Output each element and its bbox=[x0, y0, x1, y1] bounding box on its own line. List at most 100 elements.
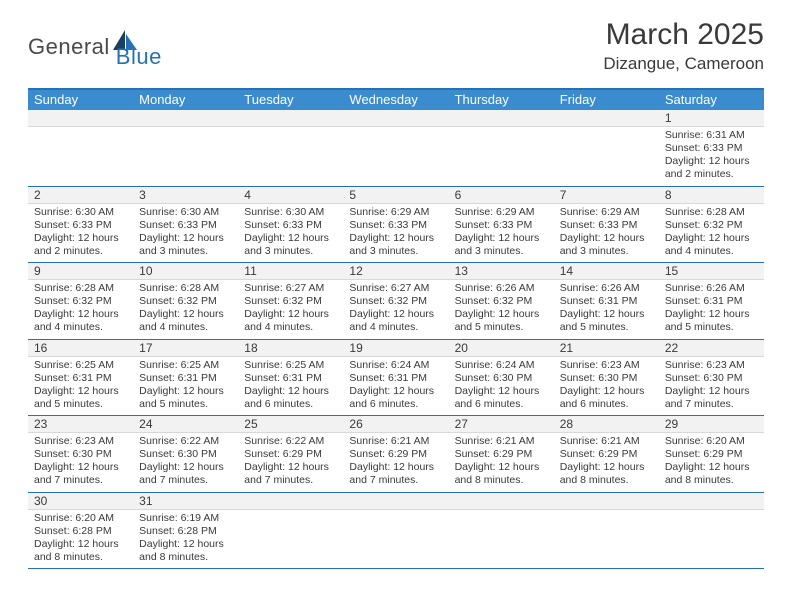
day-data: Sunrise: 6:27 AMSunset: 6:32 PMDaylight:… bbox=[238, 280, 343, 339]
day-data: Sunrise: 6:26 AMSunset: 6:31 PMDaylight:… bbox=[659, 280, 764, 339]
day-cell-num bbox=[449, 493, 554, 509]
logo-text-blue: Blue bbox=[116, 44, 162, 70]
sunrise-text: Sunrise: 6:20 AM bbox=[34, 512, 127, 525]
day-number: 25 bbox=[238, 416, 343, 432]
daylight-text: Daylight: 12 hours and 5 minutes. bbox=[139, 385, 232, 411]
sunrise-text: Sunrise: 6:29 AM bbox=[560, 206, 653, 219]
day-data: Sunrise: 6:26 AMSunset: 6:31 PMDaylight:… bbox=[554, 280, 659, 339]
daylight-text: Daylight: 12 hours and 3 minutes. bbox=[560, 232, 653, 258]
day-number: 31 bbox=[133, 493, 238, 509]
day-cell-data bbox=[449, 510, 554, 569]
day-cell-data: Sunrise: 6:31 AMSunset: 6:33 PMDaylight:… bbox=[659, 127, 764, 186]
day-number bbox=[659, 493, 764, 509]
day-number: 9 bbox=[28, 263, 133, 279]
day-number: 26 bbox=[343, 416, 448, 432]
day-cell-num bbox=[238, 493, 343, 509]
day-number: 19 bbox=[343, 340, 448, 356]
day-number bbox=[449, 493, 554, 509]
day-cell-num bbox=[554, 110, 659, 126]
sunrise-text: Sunrise: 6:22 AM bbox=[139, 435, 232, 448]
daylight-text: Daylight: 12 hours and 7 minutes. bbox=[665, 385, 758, 411]
day-cell-data bbox=[133, 127, 238, 186]
day-cell-num: 24 bbox=[133, 416, 238, 432]
dow-thursday: Thursday bbox=[449, 90, 554, 110]
day-data: Sunrise: 6:27 AMSunset: 6:32 PMDaylight:… bbox=[343, 280, 448, 339]
sunrise-text: Sunrise: 6:23 AM bbox=[34, 435, 127, 448]
day-cell-data bbox=[238, 127, 343, 186]
sunrise-text: Sunrise: 6:25 AM bbox=[139, 359, 232, 372]
daylight-text: Daylight: 12 hours and 2 minutes. bbox=[34, 232, 127, 258]
month-title: March 2025 bbox=[603, 18, 764, 52]
day-cell-data: Sunrise: 6:19 AMSunset: 6:28 PMDaylight:… bbox=[133, 510, 238, 569]
day-number bbox=[133, 110, 238, 126]
sunset-text: Sunset: 6:32 PM bbox=[665, 219, 758, 232]
day-cell-num bbox=[343, 110, 448, 126]
sunset-text: Sunset: 6:33 PM bbox=[560, 219, 653, 232]
day-cell-num: 30 bbox=[28, 493, 133, 509]
day-cell-data: Sunrise: 6:29 AMSunset: 6:33 PMDaylight:… bbox=[554, 204, 659, 263]
sunrise-text: Sunrise: 6:24 AM bbox=[349, 359, 442, 372]
daylight-text: Daylight: 12 hours and 5 minutes. bbox=[665, 308, 758, 334]
day-cell-num bbox=[28, 110, 133, 126]
day-cell-num bbox=[449, 110, 554, 126]
day-cell-data bbox=[659, 510, 764, 569]
sunrise-text: Sunrise: 6:28 AM bbox=[139, 282, 232, 295]
daylight-text: Daylight: 12 hours and 3 minutes. bbox=[349, 232, 442, 258]
page-header: General Blue March 2025 Dizangue, Camero… bbox=[0, 0, 792, 82]
day-cell-num: 15 bbox=[659, 263, 764, 279]
day-number bbox=[343, 110, 448, 126]
day-number bbox=[554, 110, 659, 126]
sunrise-text: Sunrise: 6:31 AM bbox=[665, 129, 758, 142]
week-3-data: Sunrise: 6:25 AM Sunset: 6:31 PM Daylight:… bbox=[28, 357, 764, 417]
day-cell-num: 1 bbox=[659, 110, 764, 126]
daylight-text: Daylight: 12 hours and 6 minutes. bbox=[560, 385, 653, 411]
day-number: 7 bbox=[554, 187, 659, 203]
day-cell-num: 16 bbox=[28, 340, 133, 356]
sunset-text: Sunset: 6:29 PM bbox=[455, 448, 548, 461]
sunset-text: Sunset: 6:33 PM bbox=[665, 142, 758, 155]
day-cell-data: Sunrise: 6:26 AMSunset: 6:31 PMDaylight:… bbox=[659, 280, 764, 339]
day-number bbox=[554, 493, 659, 509]
day-cell-data: Sunrise: 6:21 AMSunset: 6:29 PMDaylight:… bbox=[554, 433, 659, 492]
dow-friday: Friday bbox=[554, 90, 659, 110]
day-number: 28 bbox=[554, 416, 659, 432]
day-data: Sunrise: 6:23 AMSunset: 6:30 PMDaylight:… bbox=[659, 357, 764, 416]
sunset-text: Sunset: 6:29 PM bbox=[244, 448, 337, 461]
day-data: Sunrise: 6:22 AMSunset: 6:30 PMDaylight:… bbox=[133, 433, 238, 492]
title-block: March 2025 Dizangue, Cameroon bbox=[603, 18, 764, 74]
day-cell-data: Sunrise: 6:25 AMSunset: 6:31 PMDaylight:… bbox=[28, 357, 133, 416]
day-cell-data: Sunrise: 6:26 AMSunset: 6:32 PMDaylight:… bbox=[449, 280, 554, 339]
sunrise-text: Sunrise: 6:21 AM bbox=[560, 435, 653, 448]
sunset-text: Sunset: 6:33 PM bbox=[455, 219, 548, 232]
day-cell-data bbox=[343, 127, 448, 186]
sunset-text: Sunset: 6:32 PM bbox=[349, 295, 442, 308]
day-cell-num: 22 bbox=[659, 340, 764, 356]
day-number: 3 bbox=[133, 187, 238, 203]
day-cell-data: Sunrise: 6:21 AMSunset: 6:29 PMDaylight:… bbox=[449, 433, 554, 492]
sunrise-text: Sunrise: 6:29 AM bbox=[455, 206, 548, 219]
day-cell-data bbox=[238, 510, 343, 569]
day-number: 16 bbox=[28, 340, 133, 356]
dow-wednesday: Wednesday bbox=[343, 90, 448, 110]
daylight-text: Daylight: 12 hours and 8 minutes. bbox=[560, 461, 653, 487]
day-cell-data: Sunrise: 6:24 AMSunset: 6:31 PMDaylight:… bbox=[343, 357, 448, 416]
day-data: Sunrise: 6:22 AMSunset: 6:29 PMDaylight:… bbox=[238, 433, 343, 492]
day-number bbox=[343, 493, 448, 509]
week-2-data: Sunrise: 6:28 AM Sunset: 6:32 PM Daylight:… bbox=[28, 280, 764, 340]
day-number: 13 bbox=[449, 263, 554, 279]
day-data: Sunrise: 6:20 AMSunset: 6:28 PMDaylight:… bbox=[28, 510, 133, 569]
day-number: 23 bbox=[28, 416, 133, 432]
day-cell-num: 21 bbox=[554, 340, 659, 356]
day-cell-data: Sunrise: 6:30 AMSunset: 6:33 PMDaylight:… bbox=[238, 204, 343, 263]
sunrise-text: Sunrise: 6:28 AM bbox=[665, 206, 758, 219]
dow-monday: Monday bbox=[133, 90, 238, 110]
day-cell-data: Sunrise: 6:30 AMSunset: 6:33 PMDaylight:… bbox=[28, 204, 133, 263]
sunrise-text: Sunrise: 6:26 AM bbox=[665, 282, 758, 295]
sunrise-text: Sunrise: 6:29 AM bbox=[349, 206, 442, 219]
sunset-text: Sunset: 6:31 PM bbox=[349, 372, 442, 385]
day-cell-num: 25 bbox=[238, 416, 343, 432]
day-data: Sunrise: 6:23 AMSunset: 6:30 PMDaylight:… bbox=[28, 433, 133, 492]
day-cell-num: 8 bbox=[659, 187, 764, 203]
week-0-daynums: 1 bbox=[28, 110, 764, 127]
week-2-daynums: 9101112131415 bbox=[28, 263, 764, 280]
